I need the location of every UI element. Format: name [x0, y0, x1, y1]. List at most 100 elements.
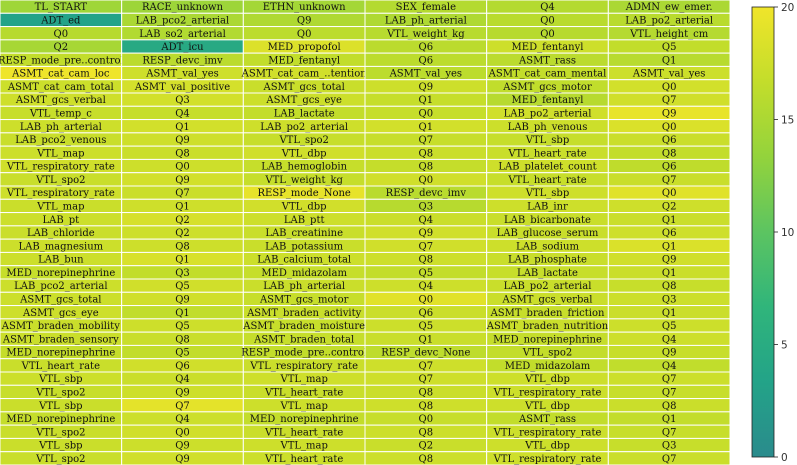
heatmap-cell-label: VTL_sbp	[525, 135, 569, 146]
heatmap-cell-label: ASMT_cat_cam_mental	[488, 69, 607, 80]
heatmap-cell-label: VTL_spo2	[35, 427, 85, 438]
heatmap-cell-label: Q0	[297, 29, 312, 40]
heatmap-cell-label: Q0	[419, 414, 434, 425]
heatmap-cell-label: Q6	[419, 55, 434, 66]
heatmap-cell-label: Q1	[419, 334, 434, 345]
heatmap-cell-label: Q8	[419, 388, 434, 399]
heatmap-cell-label: Q5	[419, 268, 434, 279]
heatmap-cell-label: VTL_temp_c	[29, 109, 92, 120]
heatmap-cell-label: RESP_devc_imv	[142, 55, 223, 66]
heatmap-cell-label: Q9	[175, 175, 190, 186]
heatmap-cell-label: Q7	[419, 241, 434, 252]
heatmap-cell-label: Q3	[662, 295, 677, 306]
heatmap-cell-label: RACE_unknown	[142, 2, 224, 13]
heatmap-cell-label: MED_fentanyl	[512, 42, 584, 53]
heatmap-cell-label: Q0	[662, 188, 677, 199]
heatmap-cell-label: Q4	[540, 2, 555, 13]
heatmap-cell-label: RESP_mode_pre..control	[0, 55, 124, 66]
colorbar-tick-label: 20	[781, 2, 794, 14]
heatmap-cell-label: VTL_spo2	[35, 454, 85, 465]
heatmap-cell-label: Q9	[297, 16, 312, 27]
heatmap-cell-label: Q7	[662, 175, 677, 186]
heatmap-cell-label: VTL_dbp	[524, 441, 570, 452]
heatmap-cell-label: SEX_female	[396, 2, 457, 13]
heatmap-cell-label: LAB_phosphate	[508, 255, 587, 266]
heatmap-cell-label: VTL_heart_rate	[264, 427, 343, 438]
heatmap-cell-label: LAB_pco2_venous	[15, 135, 106, 146]
heatmap-cell-label: MED_norepinephrine	[6, 348, 115, 359]
heatmap-cell-label: Q6	[419, 42, 434, 53]
heatmap-cell-label: Q0	[540, 16, 555, 27]
heatmap-cell-label: ASMT_val_yes	[145, 69, 219, 80]
heatmap-cell-label: ASMT_braden_activity	[246, 308, 362, 319]
heatmap-cell-label: LAB_po2_arterial	[260, 122, 348, 133]
colorbar: 0 5 10 15 20	[751, 2, 794, 464]
heatmap-cell-label: VTL_sbp	[38, 374, 82, 385]
heatmap-cell-label: VTL_weight_kg	[264, 175, 343, 186]
colorbar-tick-label: 15	[781, 114, 794, 126]
heatmap-cell-label: VTL_sbp	[38, 441, 82, 452]
heatmap-cell-label: Q7	[662, 427, 677, 438]
heatmap-cell-label: Q1	[662, 215, 677, 226]
heatmap-cell-label: Q8	[419, 427, 434, 438]
heatmap-cell-label: Q7	[662, 374, 677, 385]
heatmap-cell-label: Q8	[175, 241, 190, 252]
heatmap-cell-label: MED_midazolam	[505, 361, 591, 372]
heatmap-cell-label: TL_START	[35, 2, 88, 13]
heatmap-cell-label: ASMT_val_yes	[632, 69, 706, 80]
heatmap-cell-label: Q9	[175, 388, 190, 399]
heatmap-cell-label: Q1	[662, 241, 677, 252]
heatmap-cell-label: ASMT_rass	[518, 414, 576, 425]
heatmap-cell-label: Q9	[175, 295, 190, 306]
heatmap-cell-label: ASMT_braden_total	[253, 334, 354, 345]
heatmap-cell-label: ASMT_val_yes	[389, 69, 463, 80]
heatmap-cell-label: VTL_heart_rate	[264, 454, 343, 465]
heatmap-cell-label: Q7	[419, 361, 434, 372]
heatmap-cell-label: ASMT_gcs_eye	[22, 308, 99, 319]
heatmap-cell-label: Q0	[540, 29, 555, 40]
heatmap-cell-label: Q8	[419, 162, 434, 173]
heatmap-cell-label: ASMT_gcs_motor	[259, 295, 349, 306]
heatmap-cell-label: Q3	[175, 95, 190, 106]
heatmap-cell-label: Q6	[419, 308, 434, 319]
heatmap-cell-label: VTL_dbp	[524, 374, 570, 385]
heatmap-cell-label: ASMT_gcs_motor	[502, 82, 592, 93]
heatmap-cell-label: MED_midazolam	[261, 268, 347, 279]
heatmap-cell-label: Q2	[175, 228, 190, 239]
heatmap-cell-label: Q3	[175, 268, 190, 279]
heatmap-cell-label: Q2	[662, 202, 677, 213]
heatmap-cell-label: Q1	[662, 268, 677, 279]
heatmap-cell-label: ETHN_unknown	[263, 2, 346, 13]
colorbar-gradient	[752, 7, 774, 457]
heatmap-cell-label: ASMT_cat_cam_loc	[11, 69, 110, 80]
heatmap-cell-label: Q0	[419, 109, 434, 120]
heatmap-cell-label: Q6	[662, 228, 677, 239]
heatmap-cell-label: ASMT_gcs_eye	[265, 95, 342, 106]
heatmap-cell-label: Q4	[662, 361, 677, 372]
heatmap-cell-label: VTL_respiratory_rate	[493, 454, 602, 465]
heatmap-cell-label: Q4	[419, 281, 434, 292]
heatmap-cell-label: Q6	[662, 135, 677, 146]
heatmap-cell-label: LAB_bun	[38, 255, 84, 266]
heatmap-cell-label: Q1	[419, 122, 434, 133]
heatmap-cell-label: Q7	[662, 388, 677, 399]
heatmap-cell-label: ASMT_braden_mobility	[1, 321, 120, 332]
colorbar-tick-label: 5	[781, 339, 788, 351]
heatmap-cell-label: Q2	[175, 215, 190, 226]
heatmap-cell-label: ASMT_gcs_total	[262, 82, 344, 93]
heatmap-cell-label: VTL_spo2	[278, 135, 328, 146]
colorbar-tick-label: 0	[781, 452, 788, 464]
heatmap-cell-label: RESP_devc_None	[381, 348, 470, 359]
heatmap-cell-label: LAB_ph_arterial	[20, 122, 102, 133]
heatmap-cell-label: Q5	[662, 42, 677, 53]
heatmap-cell-label: Q1	[662, 55, 677, 66]
heatmap-cell-label: Q1	[662, 414, 677, 425]
heatmap-cell-label: VTL_map	[279, 374, 327, 385]
heatmap-cell-label: LAB_ptt	[284, 215, 325, 226]
heatmap-cell-label: Q0	[419, 175, 434, 186]
heatmap-cell-label: LAB_ph_arterial	[385, 16, 467, 27]
heatmap-cell-label: LAB_glucose_serum	[497, 228, 599, 239]
heatmap-cell-label: Q1	[175, 255, 190, 266]
heatmap-cell-label: RESP_mode_pre..control	[241, 348, 367, 359]
heatmap-cell-label: Q3	[662, 441, 677, 452]
